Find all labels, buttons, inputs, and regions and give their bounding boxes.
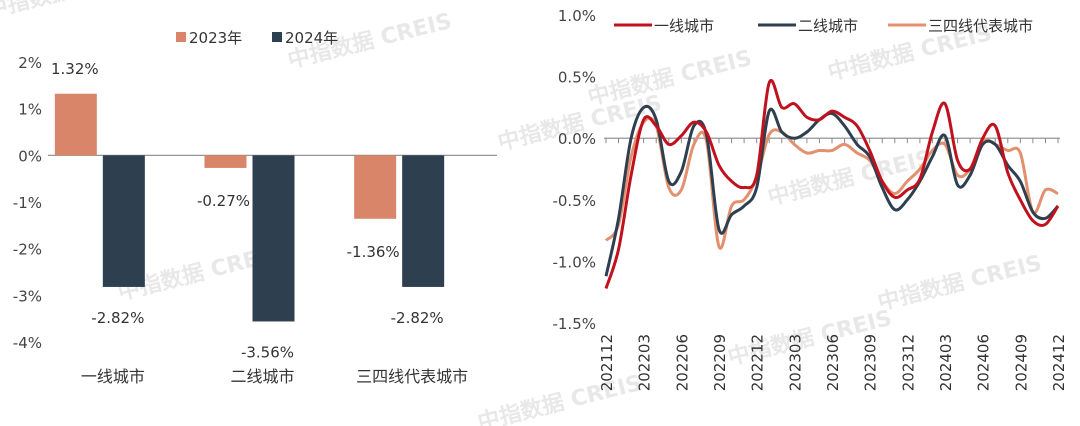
y-tick-label: -0.5% bbox=[552, 192, 596, 210]
bar-chart: 2% 1% 0% -1% -2% -3% -4% 一线城市 1.32% -2.82% 二线城市 -0.… bbox=[13, 29, 497, 386]
data-label: 1.32% bbox=[51, 60, 99, 78]
x-category-label: 一线城市 bbox=[81, 367, 145, 386]
x-tick-label: 202209 bbox=[711, 334, 729, 391]
bar-2023年-二线城市 bbox=[204, 155, 247, 168]
bar-2023年-一线城市 bbox=[54, 93, 97, 156]
legend-label: 2024年 bbox=[285, 29, 338, 47]
x-tick-label: 202412 bbox=[1050, 334, 1068, 391]
x-tick-label: 202406 bbox=[975, 334, 993, 391]
x-tick-label: 202312 bbox=[899, 334, 917, 391]
data-label: -1.36% bbox=[347, 243, 400, 261]
x-tick-label: 202112 bbox=[598, 334, 616, 391]
y-tick-label: -1.5% bbox=[552, 315, 596, 333]
x-tick-label: 202409 bbox=[1012, 334, 1030, 391]
watermark-layer: 中指数据 CREIS 中指数据 CREIS 中指数据 CREIS 中指数据 CREIS… bbox=[0, 0, 1044, 426]
line-chart: 1.0% 0.5% 0.0% -0.5% -1.0% -1.5%202112 202203 2… bbox=[552, 7, 1068, 391]
y-tick-label: 0.0% bbox=[558, 130, 596, 148]
legend-label: 一线城市 bbox=[654, 17, 714, 35]
y-tick-label: 0% bbox=[18, 147, 42, 165]
legend-label: 2023年 bbox=[189, 29, 242, 47]
x-tick-label: 202206 bbox=[673, 334, 691, 391]
y-tick-label: 0.5% bbox=[558, 69, 596, 87]
data-label: -2.82% bbox=[91, 309, 144, 327]
y-tick-label: 1.0% bbox=[558, 7, 596, 25]
bar-2024年-二线城市 bbox=[252, 155, 295, 322]
bar-2023年-三四线代表城市 bbox=[354, 155, 397, 219]
watermark-text: 中指数据 CREIS bbox=[875, 250, 1044, 316]
y-tick-label: -1% bbox=[13, 194, 42, 212]
x-tick-label: 202203 bbox=[636, 334, 654, 391]
y-tick-label: -3% bbox=[13, 287, 42, 305]
x-tick-label: 202306 bbox=[824, 334, 842, 391]
bar-2024年-一线城市 bbox=[102, 155, 145, 287]
series-line-一线城市 bbox=[604, 78, 1060, 289]
legend-swatch bbox=[272, 32, 282, 42]
data-label: -0.27% bbox=[197, 192, 250, 210]
x-tick-label: 202212 bbox=[749, 334, 767, 391]
x-tick-label: 202303 bbox=[786, 334, 804, 391]
watermark-text: 中指数据 CREIS bbox=[585, 45, 754, 111]
data-label: -2.82% bbox=[391, 309, 444, 327]
y-tick-label: -4% bbox=[13, 334, 42, 352]
y-tick-label: -2% bbox=[13, 241, 42, 259]
legend-swatch bbox=[176, 32, 186, 42]
y-tick-label: -1.0% bbox=[552, 253, 596, 271]
legend-label: 二线城市 bbox=[798, 17, 858, 35]
y-tick-label: 1% bbox=[18, 101, 42, 119]
x-category-label: 二线城市 bbox=[230, 367, 294, 386]
legend-label: 三四线代表城市 bbox=[928, 17, 1033, 35]
watermark-text: 中指数据 CREIS bbox=[0, 0, 152, 24]
x-tick-label: 202403 bbox=[937, 334, 955, 391]
data-label: -3.56% bbox=[241, 343, 294, 361]
y-tick-label: 2% bbox=[18, 54, 42, 72]
bar-2024年-三四线代表城市 bbox=[402, 155, 445, 287]
x-tick-label: 202309 bbox=[862, 334, 880, 391]
x-category-label: 三四线代表城市 bbox=[356, 367, 468, 386]
watermark-text: 中指数据 CREIS bbox=[475, 370, 644, 426]
